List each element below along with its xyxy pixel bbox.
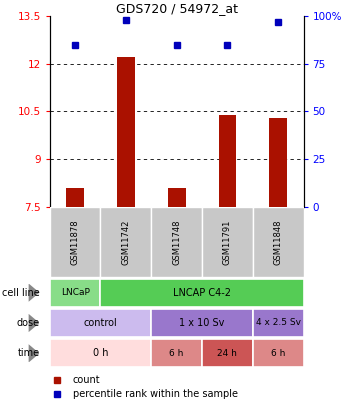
Text: GSM11742: GSM11742 [121, 219, 130, 265]
Text: 24 h: 24 h [217, 349, 237, 358]
Bar [66, 188, 84, 207]
Text: 6 h: 6 h [169, 349, 184, 358]
Bar [117, 58, 135, 207]
Polygon shape [28, 314, 39, 332]
Text: time: time [17, 348, 39, 358]
Text: count: count [73, 375, 100, 385]
Text: GSM11748: GSM11748 [172, 219, 181, 265]
Text: 0 h: 0 h [93, 348, 108, 358]
Bar [151, 207, 202, 277]
Bar [168, 188, 186, 207]
Text: 4 x 2.5 Sv: 4 x 2.5 Sv [256, 318, 301, 328]
Text: percentile rank within the sample: percentile rank within the sample [73, 389, 238, 399]
Bar [253, 309, 304, 337]
Bar [253, 207, 304, 277]
Bar [253, 339, 304, 367]
Text: GSM11848: GSM11848 [274, 219, 283, 265]
Polygon shape [28, 284, 39, 302]
Bar [50, 339, 151, 367]
Bar [202, 207, 253, 277]
Text: 1 x 10 Sv: 1 x 10 Sv [179, 318, 225, 328]
Text: LNCaP: LNCaP [61, 288, 90, 297]
Bar [151, 339, 202, 367]
Bar [100, 207, 151, 277]
Polygon shape [28, 344, 39, 362]
Bar [218, 115, 236, 207]
Title: GDS720 / 54972_at: GDS720 / 54972_at [116, 2, 238, 15]
Bar [202, 339, 253, 367]
Text: 6 h: 6 h [271, 349, 285, 358]
Bar [151, 309, 253, 337]
Text: cell line: cell line [2, 288, 39, 298]
Text: control: control [84, 318, 117, 328]
Bar [50, 279, 100, 307]
Text: LNCAP C4-2: LNCAP C4-2 [173, 288, 231, 298]
Bar [269, 118, 287, 207]
Text: dose: dose [16, 318, 39, 328]
Bar [50, 309, 151, 337]
Text: GSM11791: GSM11791 [223, 219, 232, 265]
Bar [50, 207, 100, 277]
Text: GSM11878: GSM11878 [71, 219, 80, 265]
Bar [100, 279, 304, 307]
